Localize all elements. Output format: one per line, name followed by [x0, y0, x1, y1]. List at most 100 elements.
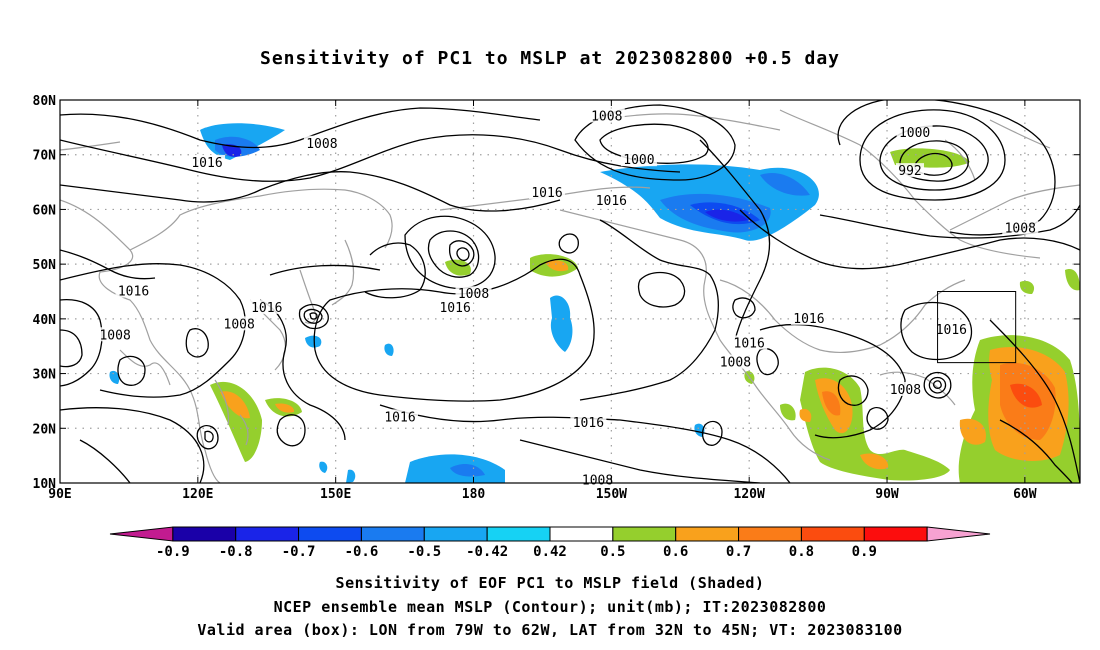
contour-label-bg: [115, 283, 152, 298]
contour-label-bg: [437, 299, 474, 314]
colorbar-label: 0.9: [851, 544, 877, 560]
contour-label-bg: [248, 299, 285, 314]
lat-tick-label: 20N: [33, 422, 57, 437]
lat-lon-gridlines: [60, 100, 1080, 483]
colorbar-swatch: [298, 526, 362, 542]
colorbar-swatch: [486, 526, 551, 542]
footer-line-2: NCEP ensemble mean MSLP (Contour); unit(…: [273, 598, 827, 616]
contour-label-bg: [588, 108, 625, 123]
map-frame: [59, 99, 1081, 484]
lon-tick-label: 120W: [734, 487, 765, 502]
contour-label: 1008: [224, 317, 255, 332]
contour-label: 1008: [458, 287, 489, 302]
contour-label-bg: [382, 409, 418, 424]
colorbar-swatch: [863, 526, 928, 542]
colorbar-swatch: [738, 526, 802, 542]
contour-label: 1008: [890, 383, 921, 398]
mslp-contours: [60, 100, 1080, 483]
contour-label-bg: [97, 327, 134, 342]
colorbar-swatch: [423, 526, 488, 542]
contour-label-bg: [189, 154, 226, 169]
axis-ticks: [59, 99, 1080, 484]
colorbar-label: 0.8: [788, 544, 815, 560]
colorbar-svg: [109, 526, 991, 542]
contour-label: 1008: [582, 473, 613, 488]
lat-tick-label: 10N: [33, 477, 57, 492]
contour-label-bg: [529, 185, 566, 200]
contour-label: 1008: [99, 328, 130, 343]
footer-line-1: Sensitivity of EOF PC1 to MSLP field (Sh…: [335, 574, 765, 592]
lon-tick-label: 180: [462, 487, 486, 502]
colorbar-swatch-max: [926, 526, 991, 542]
contour-label-bg: [455, 286, 492, 301]
contour-label-bg: [896, 124, 933, 139]
contour-label-bg: [1002, 220, 1039, 235]
colorbar-label: 0.6: [663, 544, 689, 560]
contour-label: 1016: [531, 186, 562, 201]
lon-tick-label: 60W: [1013, 487, 1037, 502]
contour-label: 1016: [793, 312, 824, 327]
colorbar-label: -0.9: [155, 544, 190, 560]
contour-label: 1000: [899, 126, 930, 141]
contour-label-bg: [717, 354, 754, 369]
contour-label: 1000: [623, 153, 654, 168]
colorbar-label: -0.7: [281, 544, 316, 560]
valid-area-box: [937, 291, 1017, 364]
contour-label-bg: [731, 335, 768, 350]
lon-tick-label: 90W: [875, 487, 899, 502]
colorbar-swatch: [235, 526, 300, 542]
contour-label-bg: [303, 135, 340, 150]
contour-label: 1016: [734, 336, 765, 351]
lat-tick-label: 30N: [33, 368, 57, 383]
lat-tick-label: 70N: [33, 149, 57, 164]
colorbar-swatch: [612, 526, 677, 542]
lat-tick-label: 80N: [33, 94, 57, 109]
lat-tick-label: 40N: [33, 313, 57, 328]
contour-label-bg: [593, 193, 630, 208]
footer-line-3: Valid area (box): LON from 79W to 62W, L…: [197, 621, 903, 639]
colorbar-swatch-min: [109, 526, 174, 542]
sensitivity-map: 1008101610081000101610161000992100810161…: [33, 94, 1081, 502]
contour-label: 1016: [573, 416, 604, 431]
colorbar-label: -0.5: [407, 544, 442, 560]
colorbar-label: -0.6: [344, 544, 379, 560]
contour-label: 1008: [591, 109, 622, 124]
contour-label: 1016: [596, 194, 627, 209]
lon-tick-label: 90E: [48, 487, 71, 502]
contour-label: 1016: [118, 285, 149, 300]
contour-label-bg: [933, 321, 970, 336]
contour-label-bg: [570, 414, 607, 429]
contour-label-bg: [790, 310, 827, 325]
colorbar-swatch: [549, 526, 614, 542]
map-panel: 1008 1016 1008 1000 1016 1016 1000 992 1008 1016 1…: [33, 94, 1081, 502]
contour-label: 1016: [936, 323, 967, 338]
lon-tick-label: 150W: [596, 487, 627, 502]
colorbar-swatch: [675, 526, 740, 542]
colorbar-label: -0.42: [466, 544, 509, 560]
lat-tick-label: 60N: [33, 203, 57, 218]
colorbar-label: 0.42: [533, 544, 567, 560]
colorbar-label: -0.8: [218, 544, 253, 560]
map-title: Sensitivity of PC1 to MSLP at 2023082800…: [259, 48, 840, 69]
contour-label-bg: [887, 381, 924, 396]
colorbar-label: 0.7: [725, 544, 752, 560]
colorbar-swatch: [800, 526, 865, 542]
contour-label: 1016: [384, 410, 415, 425]
contour-label: 992: [898, 164, 921, 179]
contour-label-bg: [221, 316, 258, 331]
colorbar-swatch: [360, 526, 425, 542]
sensitivity-shading: [109, 123, 1080, 483]
contour-label-bg: [896, 163, 924, 178]
contour-label: 1008: [306, 137, 337, 152]
contour-labels: 1008101610081000101610161000992100810161…: [97, 108, 1039, 488]
contour-label: 1008: [720, 356, 751, 371]
contour-label-bg: [620, 152, 657, 167]
contour-label: 1016: [191, 156, 222, 171]
lon-tick-label: 120E: [182, 487, 213, 502]
contour-label: 1016: [251, 301, 282, 316]
colorbar-swatch: [172, 526, 237, 542]
contour-label: 1008: [1005, 222, 1036, 237]
contour-label: 1016: [439, 301, 470, 316]
lat-tick-label: 50N: [33, 258, 57, 273]
lon-tick-label: 150E: [320, 487, 351, 502]
